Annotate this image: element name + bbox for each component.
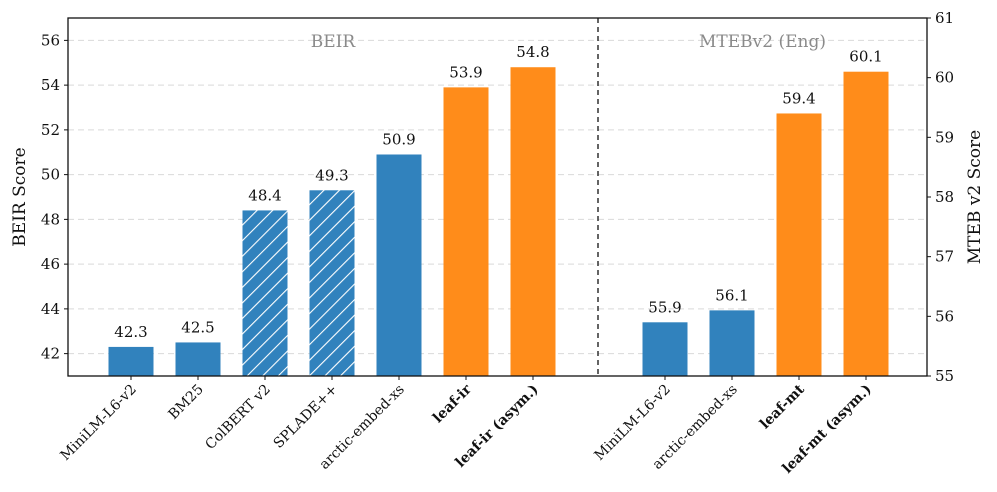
mteb-bar bbox=[709, 310, 755, 376]
mteb-value-label: 60.1 bbox=[849, 48, 882, 66]
beir-bar bbox=[510, 67, 556, 376]
beir-category-label: BM25 bbox=[166, 382, 207, 423]
mteb-category-label: leaf-mt bbox=[757, 381, 808, 432]
y-tick-label-left: 52 bbox=[41, 121, 60, 139]
beir-bar bbox=[376, 154, 422, 376]
beir-value-label: 49.3 bbox=[315, 166, 348, 184]
y-tick-label-right: 60 bbox=[935, 69, 954, 87]
y-tick-label-right: 56 bbox=[935, 307, 954, 325]
y-axis-label-right: MTEB v2 Score bbox=[965, 130, 985, 264]
y-tick-label-right: 57 bbox=[935, 248, 954, 266]
beir-bar bbox=[175, 342, 221, 376]
beir-bar bbox=[242, 210, 288, 376]
beir-category-label: ColBERT v2 bbox=[202, 382, 273, 453]
beir-bar bbox=[309, 190, 355, 376]
y-axis-label-left: BEIR Score bbox=[10, 147, 30, 246]
section-title-beir: BEIR bbox=[311, 32, 357, 52]
beir-bar bbox=[108, 346, 154, 376]
axes bbox=[64, 17, 931, 380]
y-tick-label-left: 44 bbox=[41, 300, 60, 318]
mteb-bar bbox=[642, 322, 688, 376]
beir-category-label: leaf-ir bbox=[430, 381, 475, 426]
y-tick-label-left: 50 bbox=[41, 166, 60, 184]
mteb-value-label: 55.9 bbox=[648, 298, 681, 316]
y-tick-label-right: 55 bbox=[935, 367, 954, 385]
y-tick-label-left: 48 bbox=[41, 210, 60, 228]
mteb-value-label: 59.4 bbox=[782, 89, 815, 107]
mteb-bar bbox=[843, 71, 889, 376]
y-tick-label-right: 61 bbox=[935, 9, 954, 27]
beir-value-label: 42.3 bbox=[114, 323, 147, 341]
y-tick-label-left: 54 bbox=[41, 76, 60, 94]
mteb-value-label: 56.1 bbox=[715, 286, 748, 304]
beir-bar bbox=[443, 87, 489, 377]
labels: 42.3 MiniLM-L6-v2 42.5 BM25 48.4 ColBERT v2 49… bbox=[10, 9, 985, 477]
y-tick-label-left: 42 bbox=[41, 345, 60, 363]
beir-value-label: 50.9 bbox=[382, 130, 415, 148]
beir-value-label: 42.5 bbox=[181, 318, 214, 336]
mteb-bar bbox=[776, 113, 822, 376]
y-tick-label-right: 58 bbox=[935, 188, 954, 206]
beir-category-label: MiniLM-L6-v2 bbox=[58, 382, 140, 464]
bars bbox=[108, 67, 889, 377]
section-title-mteb: MTEBv2 (Eng) bbox=[699, 32, 826, 52]
beir-value-label: 54.8 bbox=[516, 43, 549, 61]
beir-category-label: SPLADE++ bbox=[271, 382, 341, 452]
y-tick-label-right: 59 bbox=[935, 128, 954, 146]
beir-value-label: 53.9 bbox=[449, 63, 482, 81]
y-tick-label-left: 56 bbox=[41, 31, 60, 49]
beir-value-label: 48.4 bbox=[248, 186, 281, 204]
y-tick-label-left: 46 bbox=[41, 255, 60, 273]
